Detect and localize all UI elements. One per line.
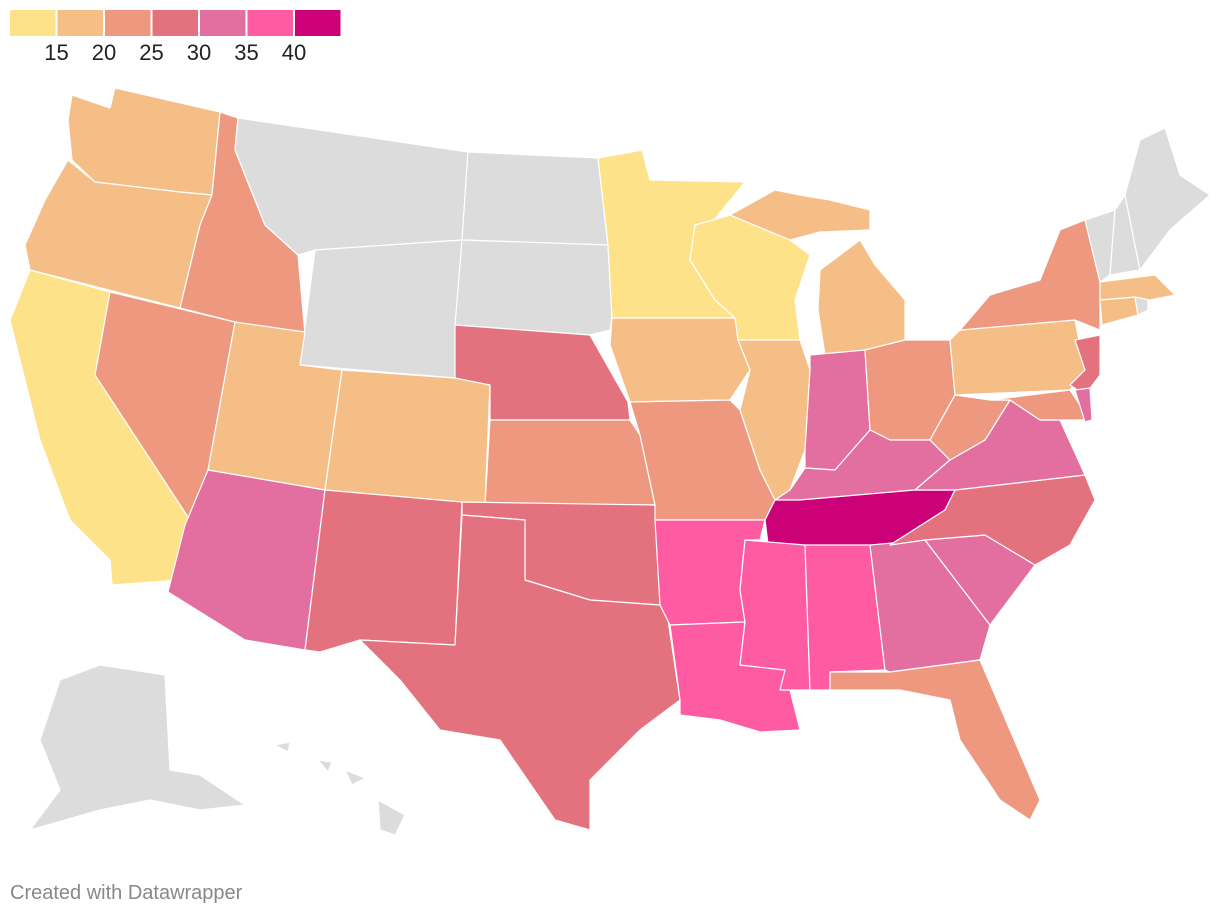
legend-swatch <box>247 10 293 36</box>
legend-tick-label: 35 <box>234 40 258 65</box>
state <box>304 489 463 653</box>
legend-tick-label: 40 <box>282 40 306 65</box>
legend-swatch <box>57 10 103 36</box>
state <box>461 151 609 246</box>
legend-tick-label: 15 <box>44 40 68 65</box>
state <box>1099 296 1139 326</box>
state <box>299 239 463 379</box>
state <box>889 474 1096 566</box>
state <box>359 514 681 831</box>
legend-tick-label: 30 <box>187 40 211 65</box>
state <box>609 317 751 403</box>
legend-swatch <box>10 10 56 36</box>
state <box>1074 387 1093 423</box>
legend-swatch <box>200 10 246 36</box>
legend-swatch <box>295 10 341 36</box>
state <box>989 389 1091 421</box>
credit: Created with Datawrapper <box>10 882 243 904</box>
state <box>484 419 656 506</box>
state <box>324 369 491 506</box>
state <box>274 741 406 836</box>
state <box>29 664 246 831</box>
legend-swatch <box>152 10 198 36</box>
legend-tick-label: 20 <box>92 40 116 65</box>
legend-tick-label: 25 <box>139 40 163 65</box>
state <box>959 219 1101 331</box>
states <box>9 87 1211 836</box>
state <box>949 319 1086 396</box>
state <box>829 659 1041 821</box>
state <box>454 239 613 336</box>
legend: 15 20 25 30 35 40 <box>10 10 341 65</box>
legend-swatch <box>105 10 151 36</box>
state <box>1099 274 1176 301</box>
state <box>1124 127 1211 271</box>
